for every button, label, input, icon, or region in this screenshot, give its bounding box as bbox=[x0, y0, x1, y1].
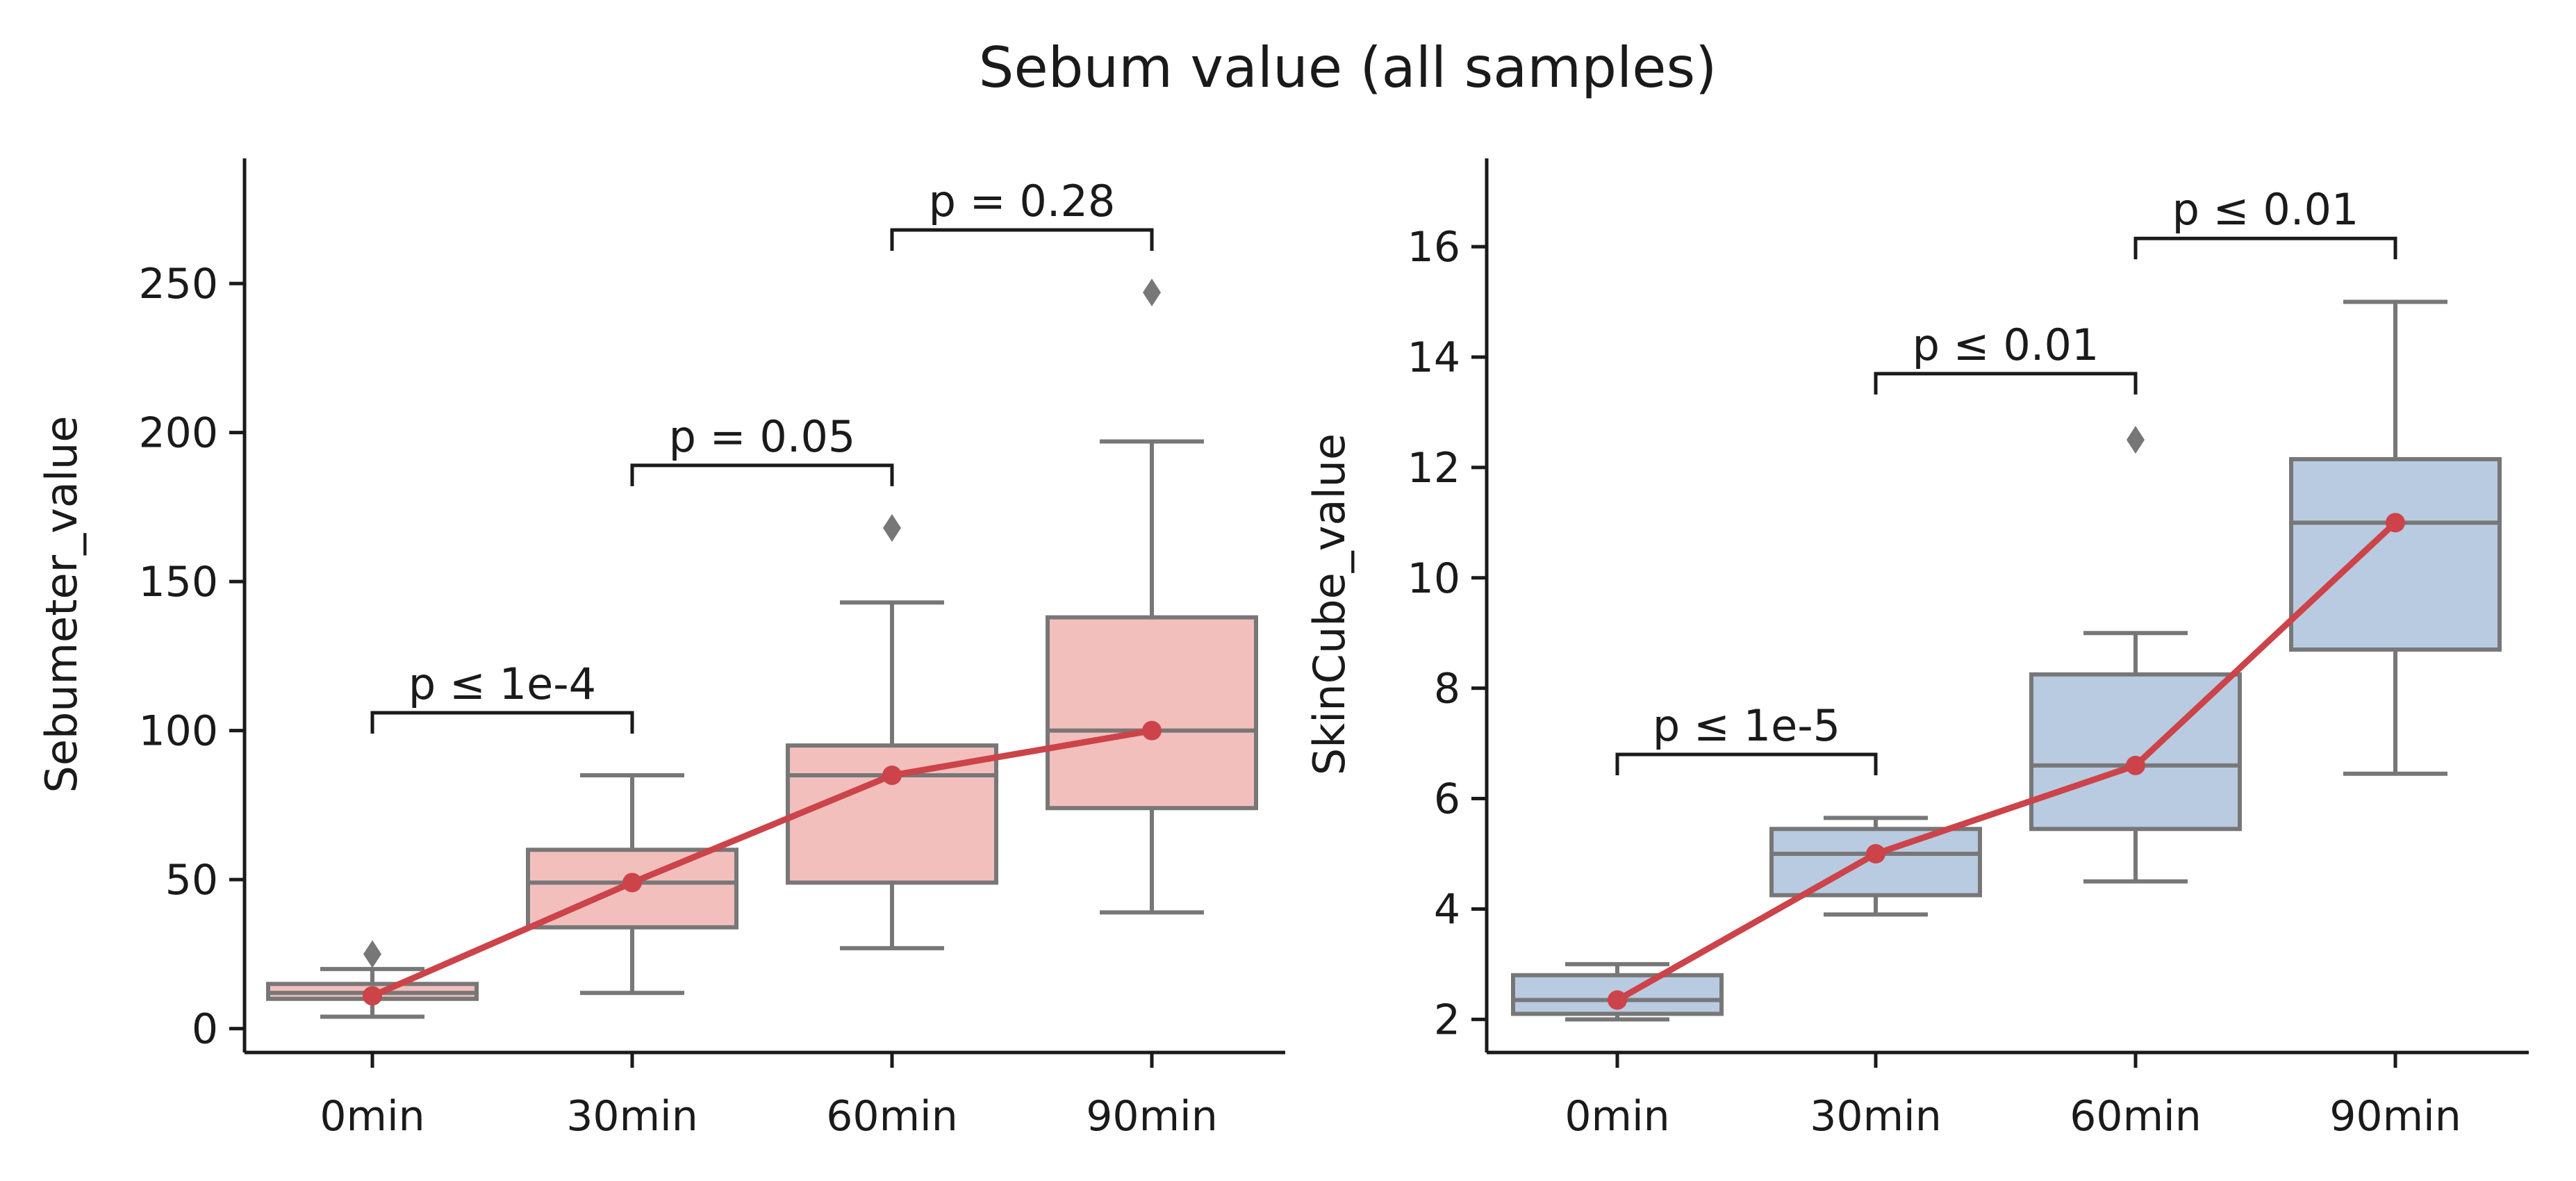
y-axis-label: Sebumeter_value bbox=[36, 416, 87, 793]
y-tick-label: 200 bbox=[138, 409, 218, 458]
y-axis-label: SkinCube_value bbox=[1304, 433, 1355, 775]
mean-point bbox=[2386, 513, 2405, 533]
chart-panel-sebumeter: 0 50 100 150 200 250 Sebumeter_value 0min 30min 6… bbox=[36, 158, 1285, 1141]
x-tick-label: 30min bbox=[566, 1092, 698, 1141]
figure-title: Sebum value (all samples) bbox=[979, 35, 1717, 100]
significance-bracket bbox=[1615, 752, 1878, 775]
outlier-point bbox=[2127, 426, 2145, 454]
y-tick-label: 2 bbox=[1434, 996, 1460, 1044]
significance-bracket bbox=[630, 463, 894, 486]
outlier-point bbox=[363, 940, 381, 968]
x-tick-label: 60min bbox=[826, 1092, 958, 1141]
outlier-point bbox=[1143, 279, 1161, 307]
y-tick-label: 250 bbox=[138, 260, 218, 308]
y-tick-label: 14 bbox=[1407, 333, 1460, 382]
mean-point bbox=[363, 986, 382, 1006]
y-tick-label: 16 bbox=[1407, 223, 1460, 272]
y-tick-label: 0 bbox=[192, 1005, 218, 1054]
x-tick-label: 60min bbox=[2070, 1092, 2202, 1141]
x-tick-label: 0min bbox=[1564, 1092, 1669, 1141]
p-value-label: p ≤ 1e-5 bbox=[1653, 700, 1840, 751]
chart-panel-skincube: 2 4 6 8 10 12 14 16 SkinCube_value 0min 30min 60min… bbox=[1304, 158, 2529, 1141]
y-tick-label: 10 bbox=[1407, 554, 1460, 603]
x-tick-label: 30min bbox=[1810, 1092, 1942, 1141]
outlier-point bbox=[883, 513, 901, 542]
box-iqr bbox=[1046, 615, 1258, 811]
mean-point bbox=[1866, 844, 1885, 864]
p-value-label: p ≤ 0.01 bbox=[1913, 320, 2099, 370]
y-tick-label: 8 bbox=[1434, 665, 1460, 713]
mean-line bbox=[369, 727, 1155, 999]
p-value-label: p ≤ 1e-4 bbox=[408, 659, 596, 709]
y-tick-label: 150 bbox=[138, 558, 218, 606]
mean-point bbox=[1142, 720, 1162, 741]
y-tick-label: 50 bbox=[165, 856, 218, 905]
y-tick-label: 12 bbox=[1407, 444, 1460, 493]
x-tick-label: 90min bbox=[1086, 1092, 1218, 1141]
y-tick-label: 100 bbox=[138, 707, 218, 756]
p-value-label: p = 0.05 bbox=[669, 411, 856, 462]
significance-bracket bbox=[2133, 236, 2397, 260]
mean-point bbox=[1608, 990, 1627, 1010]
significance-bracket bbox=[370, 711, 634, 734]
mean-point bbox=[2126, 755, 2145, 775]
p-value-label: p ≤ 0.01 bbox=[2172, 184, 2359, 235]
significance-bracket bbox=[890, 228, 1154, 251]
y-tick-label: 6 bbox=[1434, 775, 1460, 824]
y-tick-label: 4 bbox=[1434, 885, 1460, 934]
mean-point bbox=[622, 873, 642, 893]
x-tick-label: 0min bbox=[320, 1092, 424, 1141]
mean-point bbox=[882, 766, 902, 786]
p-value-label: p = 0.28 bbox=[929, 176, 1116, 226]
mean-line bbox=[1614, 519, 2399, 1004]
x-tick-label: 90min bbox=[2329, 1092, 2461, 1141]
box-iqr bbox=[2289, 456, 2502, 652]
significance-bracket bbox=[1874, 372, 2138, 395]
